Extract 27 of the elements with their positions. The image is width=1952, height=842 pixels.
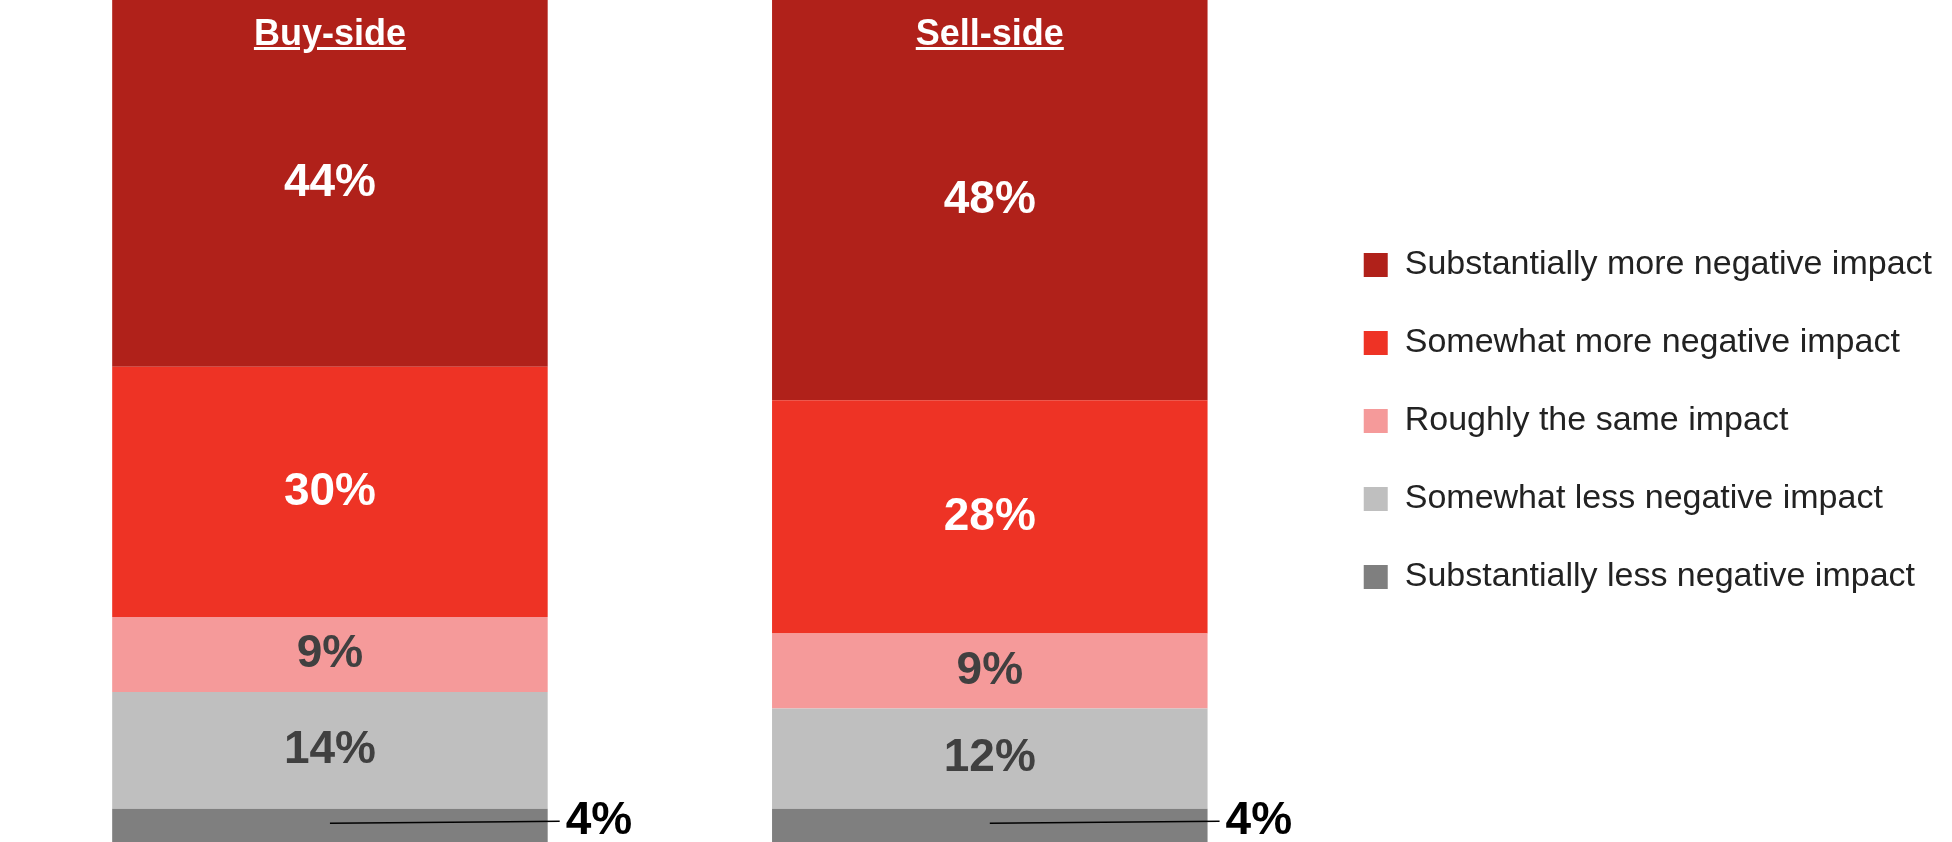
bar bbox=[772, 0, 1208, 401]
data-label: 44% bbox=[283, 154, 376, 207]
data-label: 4% bbox=[565, 792, 633, 842]
legend-label: Somewhat more negative impact bbox=[1404, 321, 1901, 360]
bar bbox=[772, 808, 1208, 842]
bar bbox=[112, 808, 548, 842]
data-label: 9% bbox=[296, 625, 364, 678]
bar bbox=[772, 708, 1208, 809]
bar bbox=[112, 0, 548, 367]
data-label: 30% bbox=[283, 462, 376, 515]
data-label: 12% bbox=[943, 729, 1036, 782]
data-label: 48% bbox=[943, 170, 1036, 223]
legend-label: Substantially less negative impact bbox=[1404, 555, 1916, 594]
bar bbox=[772, 633, 1208, 709]
data-label: 14% bbox=[283, 720, 376, 773]
data-label: 28% bbox=[943, 487, 1036, 540]
legend-label: Substantially more negative impact bbox=[1404, 243, 1933, 282]
x-tick-label: Sell-side bbox=[915, 12, 1064, 54]
bar bbox=[112, 616, 548, 692]
bar bbox=[772, 400, 1208, 634]
x-tick-label: Buy-side bbox=[253, 12, 406, 54]
data-label: 4% bbox=[1225, 792, 1293, 842]
bar bbox=[112, 691, 548, 809]
legend-label: Roughly the same impact bbox=[1404, 399, 1789, 438]
legend-label: Somewhat less negative impact bbox=[1404, 477, 1884, 516]
bar bbox=[112, 366, 548, 617]
data-label: 9% bbox=[956, 641, 1024, 694]
